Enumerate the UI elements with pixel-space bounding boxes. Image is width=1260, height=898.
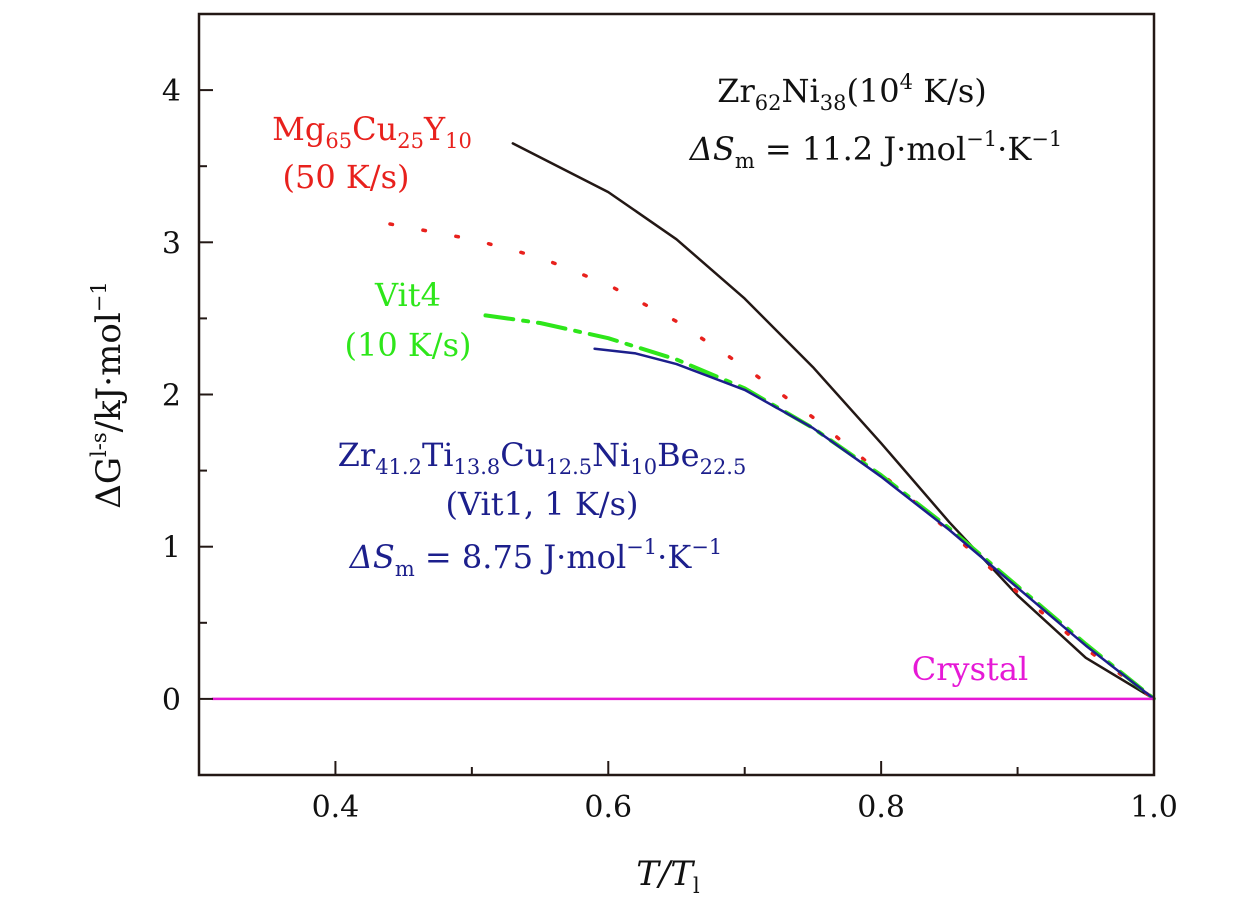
annotation-vit1: Zr41.2Ti13.8Cu12.5Ni10Be22.5 (Vit1, 1 K/… bbox=[338, 436, 747, 581]
y-axis-label: ΔGl-s/kJ·mol−1 bbox=[87, 281, 129, 508]
annotation-vit4: Vit4 (10 K/s) bbox=[345, 276, 472, 364]
y-tick-label: 3 bbox=[162, 226, 181, 261]
x-tick-label: 0.6 bbox=[584, 790, 632, 825]
svg-text:ΔSm = 8.75 J·mol−1·K−1: ΔSm = 8.75 J·mol−1·K−1 bbox=[348, 535, 722, 581]
svg-text:(Vit1, 1 K/s): (Vit1, 1 K/s) bbox=[446, 485, 639, 523]
series-layer bbox=[211, 142, 1156, 701]
y-tick-label: 2 bbox=[162, 379, 181, 414]
x-tick-label: 1.0 bbox=[1130, 790, 1178, 825]
svg-text:(50 K/s): (50 K/s) bbox=[283, 158, 410, 196]
x-tick-label: 0.4 bbox=[312, 790, 360, 825]
y-tick-label: 4 bbox=[162, 74, 181, 109]
svg-text:Vit4: Vit4 bbox=[374, 276, 441, 314]
annotation-crystal: Crystal bbox=[912, 650, 1028, 688]
svg-text:Zr62Ni38(104 K/s): Zr62Ni38(104 K/s) bbox=[717, 70, 987, 115]
y-tick-label: 0 bbox=[162, 683, 181, 718]
series-line-vit1 bbox=[593, 347, 1156, 701]
annotation-zr62ni38: Zr62Ni38(104 K/s) ΔSm = 11.2 J·mol−1·K−1 bbox=[688, 70, 1062, 173]
svg-text:Zr41.2Ti13.8Cu12.5Ni10Be22.5: Zr41.2Ti13.8Cu12.5Ni10Be22.5 bbox=[338, 436, 747, 479]
ticks-layer: 0.4 0.6 0.8 1.0 0 1 2 3 4 bbox=[162, 74, 1178, 825]
svg-text:Mg65Cu25Y10: Mg65Cu25Y10 bbox=[272, 110, 472, 153]
x-axis-label: T/Tl bbox=[636, 854, 700, 898]
series-line-zr62ni38 bbox=[511, 142, 1156, 701]
y-tick-label: 1 bbox=[162, 531, 181, 566]
svg-text:(10 K/s): (10 K/s) bbox=[345, 326, 472, 364]
annotation-mg65cu25y10: Mg65Cu25Y10 (50 K/s) bbox=[272, 110, 472, 196]
svg-text:ΔSm = 11.2 J·mol−1·K−1: ΔSm = 11.2 J·mol−1·K−1 bbox=[688, 127, 1062, 173]
x-tick-label: 0.8 bbox=[857, 790, 905, 825]
